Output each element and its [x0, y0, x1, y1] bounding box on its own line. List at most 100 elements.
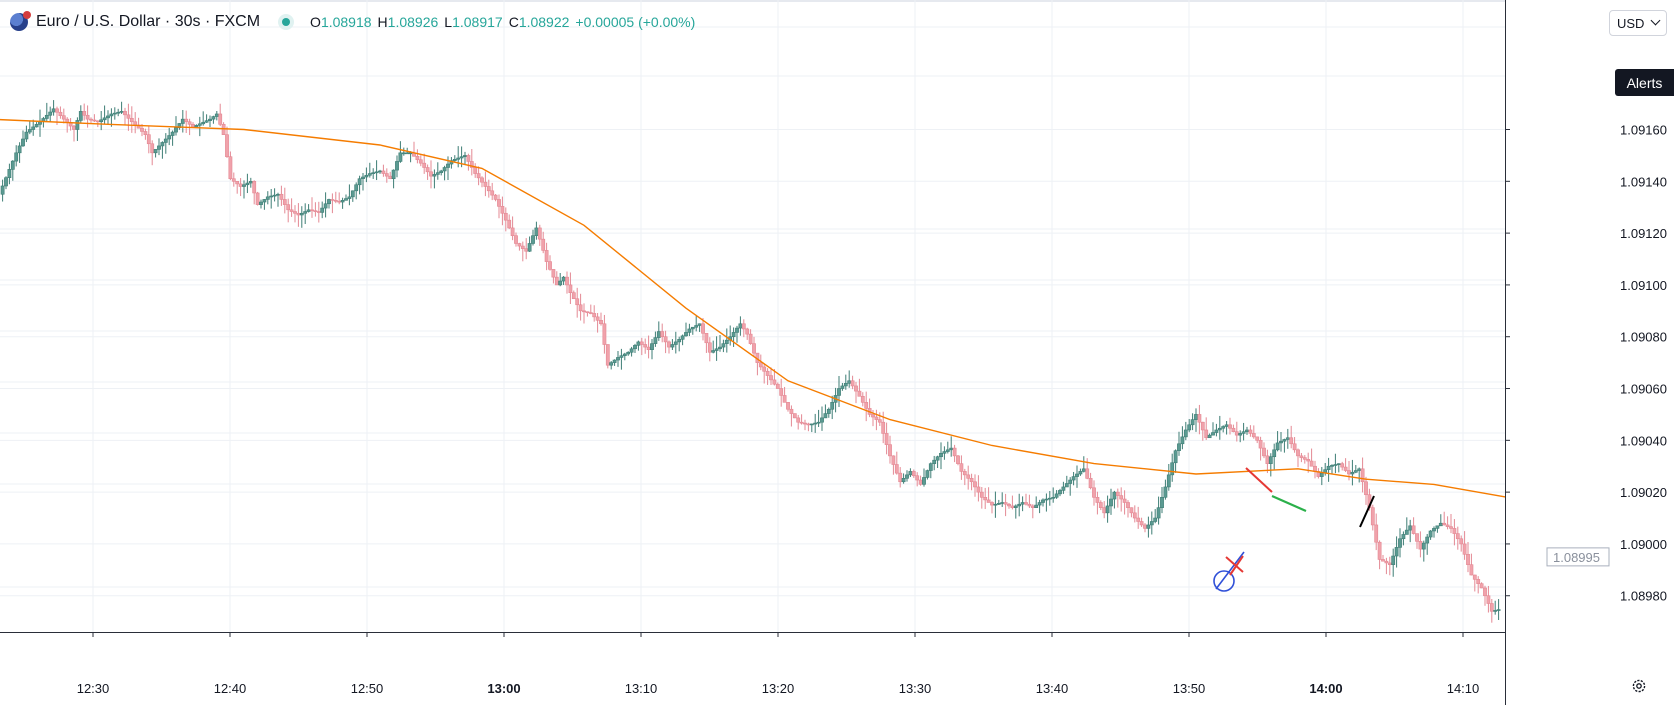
green-trend-line[interactable]	[1271, 494, 1307, 513]
candle	[1466, 541, 1470, 573]
candle-body	[116, 111, 121, 114]
candle-body	[1462, 543, 1467, 555]
candle	[622, 352, 627, 361]
y-tick-label: 1.09080	[1620, 330, 1667, 345]
candle	[1068, 477, 1073, 496]
x-tick-label: 12:50	[351, 681, 384, 696]
candle	[680, 334, 685, 346]
candle	[531, 229, 535, 246]
candle-body	[102, 117, 107, 121]
candle-body	[231, 178, 236, 182]
candle	[259, 199, 263, 209]
red-cross-marker[interactable]	[1229, 555, 1244, 576]
blue-marker-line[interactable]	[1215, 551, 1245, 590]
candle-body	[1425, 536, 1430, 544]
black-trend-line[interactable]	[1359, 495, 1375, 528]
candle	[136, 117, 141, 129]
candle	[208, 115, 212, 128]
candle	[201, 111, 206, 126]
candle-body	[500, 206, 505, 214]
candle	[112, 107, 117, 120]
price-scale[interactable]: 1.09160 1.09140 1.09120 1.09100 1.09080 1.090…	[1505, 0, 1674, 705]
candle	[541, 231, 546, 254]
candle	[1251, 425, 1256, 439]
candle	[605, 344, 610, 369]
red-cross-marker[interactable]	[1225, 556, 1244, 573]
candle	[476, 166, 481, 186]
candle-body	[214, 113, 219, 117]
candle-body	[1350, 471, 1355, 475]
candle	[197, 116, 202, 137]
candle-body	[996, 503, 1001, 505]
candle-body	[1432, 528, 1436, 532]
candle	[225, 126, 229, 158]
candle-body	[459, 156, 464, 159]
candle	[925, 469, 930, 480]
x-tick-label: 13:30	[899, 681, 932, 696]
candle-body	[990, 502, 994, 506]
candle-body	[534, 227, 539, 237]
x-tick-label: 12:30	[77, 681, 110, 696]
candle-body	[701, 323, 705, 334]
currency-select[interactable]: USD	[1609, 10, 1667, 36]
candle-body	[1445, 524, 1450, 527]
candle-body	[1183, 429, 1188, 438]
x-tick-label: 12:40	[214, 681, 247, 696]
candle-body	[1187, 424, 1192, 431]
candle	[752, 336, 756, 357]
candle	[1214, 423, 1219, 437]
candle-body	[34, 124, 39, 128]
candle-body	[1496, 609, 1501, 611]
candle	[1418, 531, 1423, 558]
candle	[1173, 449, 1178, 473]
candle	[1092, 480, 1096, 506]
candle-body	[758, 362, 763, 368]
candle	[915, 472, 920, 487]
candle	[1221, 425, 1226, 433]
candle-body	[303, 211, 308, 214]
candle-body	[721, 343, 726, 348]
candle	[1401, 531, 1406, 546]
candle	[524, 238, 529, 260]
candle-body	[898, 472, 903, 483]
candle-body	[772, 379, 777, 385]
candle	[1306, 452, 1311, 473]
high-label: H	[377, 14, 388, 30]
candle-body	[507, 219, 512, 229]
blue-circle-marker[interactable]	[1213, 570, 1235, 592]
red-trend-line[interactable]	[1245, 467, 1273, 493]
symbol-title[interactable]: Euro / U.S. Dollar · 30s · FXCM	[36, 13, 261, 30]
candle-body	[588, 312, 593, 314]
candle	[422, 153, 427, 174]
candle	[996, 499, 1001, 505]
candle-body	[289, 209, 294, 212]
currency-value: USD	[1617, 15, 1645, 31]
candle-body	[354, 184, 359, 192]
candle	[527, 236, 532, 252]
candle	[150, 140, 155, 166]
candle-body	[650, 343, 654, 350]
candle-body	[21, 138, 25, 147]
candle-body	[228, 156, 233, 180]
time-scale[interactable]: 12:30 12:40 12:50 13:00 13:10 13:20 13:30 13:40…	[0, 632, 1505, 696]
candle-body	[993, 503, 998, 506]
candle	[1075, 465, 1079, 488]
alerts-button[interactable]: Alerts	[1615, 69, 1674, 96]
candle-body	[854, 385, 858, 392]
candle-body	[1143, 524, 1147, 529]
candle-body	[1112, 491, 1117, 500]
candle	[796, 414, 801, 430]
candle-body	[503, 212, 508, 221]
candle-body	[735, 327, 739, 333]
gear-icon[interactable]	[1631, 678, 1647, 694]
candle-body	[466, 155, 471, 162]
candle	[1483, 585, 1487, 606]
candle-body	[391, 169, 396, 180]
candle-body	[293, 211, 297, 214]
candle	[1238, 430, 1243, 443]
candle-body	[809, 423, 814, 426]
candle	[1438, 514, 1443, 527]
candle	[306, 204, 311, 213]
candle	[1489, 598, 1494, 623]
